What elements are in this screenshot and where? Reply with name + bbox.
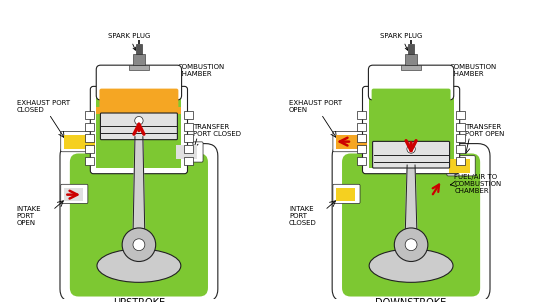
Bar [336, 188, 355, 201]
Bar [456, 111, 465, 119]
FancyBboxPatch shape [333, 184, 360, 204]
Bar [64, 135, 95, 149]
Bar [405, 53, 417, 65]
Bar [184, 123, 192, 130]
Text: SPARK PLUG: SPARK PLUG [380, 33, 422, 50]
Text: EXHAUST PORT
OPEN: EXHAUST PORT OPEN [289, 100, 342, 113]
FancyBboxPatch shape [447, 156, 475, 176]
Circle shape [394, 228, 428, 262]
Text: TRANSFER
PORT CLOSED: TRANSFER PORT CLOSED [193, 124, 241, 137]
Text: INTAKE
PORT
OPEN: INTAKE PORT OPEN [17, 206, 41, 226]
Bar [358, 123, 366, 130]
Bar [64, 188, 83, 201]
Text: FUEL/AIR TO
COMBUSTION
CHAMBER: FUEL/AIR TO COMBUSTION CHAMBER [454, 174, 502, 194]
FancyBboxPatch shape [60, 143, 218, 301]
FancyBboxPatch shape [333, 131, 371, 152]
FancyBboxPatch shape [332, 143, 490, 301]
FancyBboxPatch shape [362, 86, 460, 174]
Bar [456, 157, 465, 165]
Bar [96, 107, 182, 114]
Text: COMBUSTION
CHAMBER: COMBUSTION CHAMBER [449, 64, 497, 77]
FancyBboxPatch shape [342, 153, 480, 297]
Bar [401, 65, 421, 70]
Bar [410, 40, 412, 44]
Bar [449, 159, 470, 173]
Bar [85, 157, 94, 165]
Bar [358, 134, 366, 142]
Circle shape [133, 239, 145, 251]
Circle shape [405, 239, 417, 251]
Bar [456, 123, 465, 130]
Bar [358, 111, 366, 119]
Bar [184, 111, 192, 119]
Text: SPARK PLUG: SPARK PLUG [108, 33, 150, 50]
FancyBboxPatch shape [96, 65, 182, 100]
Polygon shape [133, 137, 145, 236]
Ellipse shape [369, 249, 453, 282]
Bar [129, 65, 149, 70]
Ellipse shape [97, 249, 181, 282]
Bar [138, 40, 140, 44]
Bar [184, 157, 192, 165]
Circle shape [122, 228, 156, 262]
Bar [368, 107, 454, 142]
Bar [358, 157, 366, 165]
FancyBboxPatch shape [372, 88, 450, 109]
FancyBboxPatch shape [90, 86, 188, 174]
FancyBboxPatch shape [100, 88, 178, 109]
Text: INTAKE
PORT
CLOSED: INTAKE PORT CLOSED [289, 206, 317, 226]
Bar [456, 134, 465, 142]
Text: TRANSFER
PORT OPEN: TRANSFER PORT OPEN [465, 124, 505, 137]
Text: COMBUSTION
CHAMBER: COMBUSTION CHAMBER [177, 64, 224, 77]
Bar [368, 95, 454, 168]
Bar [456, 145, 465, 153]
Bar [96, 95, 182, 168]
Bar [85, 123, 94, 130]
FancyBboxPatch shape [70, 153, 208, 297]
FancyBboxPatch shape [101, 113, 178, 140]
Bar [136, 44, 142, 53]
FancyBboxPatch shape [372, 141, 449, 168]
Circle shape [407, 145, 415, 153]
FancyBboxPatch shape [60, 184, 88, 204]
Bar [336, 135, 367, 149]
FancyBboxPatch shape [368, 65, 454, 100]
FancyBboxPatch shape [175, 142, 203, 162]
Text: EXHAUST PORT
CLOSED: EXHAUST PORT CLOSED [17, 100, 70, 113]
Text: UPSTROKE: UPSTROKE [113, 298, 165, 302]
Text: DOWNSTROKE: DOWNSTROKE [376, 298, 447, 302]
Polygon shape [405, 165, 417, 236]
FancyBboxPatch shape [60, 131, 99, 152]
Bar [85, 145, 94, 153]
Bar [133, 53, 145, 65]
Bar [358, 145, 366, 153]
Bar [408, 44, 414, 53]
Bar [85, 134, 94, 142]
Circle shape [135, 117, 143, 125]
Bar [85, 111, 94, 119]
Bar [184, 134, 192, 142]
Bar [177, 145, 197, 159]
Bar [184, 145, 192, 153]
